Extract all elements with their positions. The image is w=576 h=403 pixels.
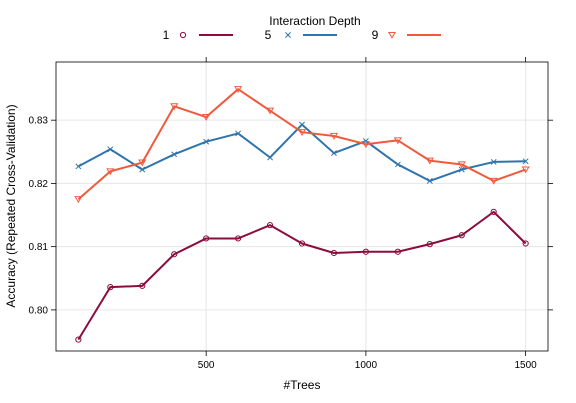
y-tick-label: 0.80 bbox=[29, 305, 49, 316]
data-point-depth-5-stroke-b bbox=[426, 177, 433, 184]
data-point-depth-1 bbox=[522, 240, 529, 247]
data-point-depth-9 bbox=[170, 103, 179, 111]
data-point-depth-1 bbox=[362, 248, 369, 255]
data-point-depth-9 bbox=[425, 157, 434, 165]
data-point-depth-5-stroke-b bbox=[522, 158, 529, 165]
data-point-depth-1 bbox=[330, 249, 338, 257]
data-point-depth-5-stroke-b bbox=[203, 138, 210, 145]
y-tick-label: 0.81 bbox=[29, 242, 49, 253]
legend-item-depth-9: 9 bbox=[372, 28, 441, 42]
data-point-depth-5 bbox=[522, 158, 529, 165]
data-point-depth-5-stroke-b bbox=[171, 151, 178, 158]
data-point-depth-1 bbox=[75, 336, 82, 343]
data-point-depth-1 bbox=[394, 248, 401, 255]
data-point-depth-9 bbox=[202, 113, 211, 121]
series-depth-5 bbox=[75, 121, 529, 184]
x-axis-label: #Trees bbox=[284, 378, 321, 392]
data-point-depth-5 bbox=[490, 158, 497, 165]
y-axis-label: Accuracy (Repeated Cross-Validation) bbox=[4, 104, 18, 307]
data-point-depth-5 bbox=[458, 166, 465, 173]
data-point-depth-5-stroke-b bbox=[235, 130, 242, 137]
data-point-depth-9 bbox=[457, 161, 466, 169]
data-point-depth-9 bbox=[521, 166, 530, 174]
series-depth-9 bbox=[74, 86, 530, 204]
data-point-depth-5-stroke-b bbox=[267, 154, 274, 161]
data-point-depth-5 bbox=[235, 130, 242, 137]
data-point-depth-9 bbox=[297, 129, 307, 137]
grid-layer bbox=[56, 62, 548, 351]
axis-layer: 500 1000 1500 0.80 0.81 0.82 0.83 bbox=[29, 57, 553, 371]
legend-item-depth-5: 5 bbox=[265, 28, 337, 42]
data-point-depth-5 bbox=[267, 154, 274, 161]
x-tick-label: 500 bbox=[198, 360, 215, 371]
data-point-depth-1 bbox=[298, 240, 306, 247]
data-point-depth-1 bbox=[266, 222, 274, 229]
series-line-depth-1 bbox=[77, 210, 527, 341]
data-point-depth-9 bbox=[106, 168, 115, 176]
data-point-depth-9 bbox=[234, 86, 243, 94]
data-point-depth-5 bbox=[299, 121, 305, 128]
data-point-depth-5-stroke-b bbox=[107, 146, 114, 153]
series-layer bbox=[74, 86, 530, 343]
data-point-depth-5 bbox=[394, 161, 401, 168]
data-point-depth-5 bbox=[171, 151, 178, 158]
data-point-depth-9 bbox=[265, 107, 275, 115]
data-point-depth-5 bbox=[203, 138, 210, 145]
data-point-depth-5 bbox=[139, 166, 146, 173]
series-line-depth-9 bbox=[77, 88, 526, 200]
data-point-depth-1 bbox=[458, 232, 465, 239]
legend: Interaction Depth 1 5 9 bbox=[163, 14, 441, 42]
data-point-depth-1 bbox=[235, 235, 242, 242]
data-point-depth-5-stroke-b bbox=[139, 166, 146, 173]
legend-marker-icon-stroke-b bbox=[285, 32, 291, 38]
data-point-depth-1 bbox=[171, 251, 178, 258]
legend-marker-icon bbox=[387, 31, 397, 39]
data-point-depth-1 bbox=[203, 235, 210, 242]
data-point-depth-5-stroke-b bbox=[394, 161, 401, 168]
legend-item-depth-1: 1 bbox=[163, 28, 233, 42]
data-point-depth-5 bbox=[75, 163, 82, 170]
data-point-depth-5-stroke-b bbox=[75, 163, 82, 170]
legend-label: 9 bbox=[372, 28, 379, 42]
data-point-depth-1 bbox=[426, 241, 433, 248]
data-point-depth-1 bbox=[107, 284, 114, 291]
x-tick-label: 1500 bbox=[515, 360, 538, 371]
data-point-depth-9 bbox=[74, 196, 83, 204]
data-point-depth-5-stroke-b bbox=[299, 121, 305, 128]
data-point-depth-5 bbox=[107, 146, 114, 153]
legend-marker-icon bbox=[285, 32, 291, 38]
data-point-depth-1 bbox=[490, 208, 497, 215]
data-point-depth-9 bbox=[393, 137, 402, 145]
plot-panel-border bbox=[55, 61, 549, 352]
y-tick-label: 0.83 bbox=[29, 116, 49, 127]
series-depth-1 bbox=[75, 208, 529, 343]
data-point-depth-5-stroke-b bbox=[458, 166, 465, 173]
data-point-depth-5 bbox=[330, 150, 337, 157]
data-point-depth-9 bbox=[489, 177, 498, 185]
legend-marker-icon bbox=[179, 31, 187, 39]
legend-title: Interaction Depth bbox=[269, 14, 360, 28]
x-tick-label: 1000 bbox=[355, 360, 378, 371]
y-tick-label: 0.82 bbox=[29, 179, 49, 190]
data-point-depth-9 bbox=[329, 132, 339, 140]
data-point-depth-5-stroke-b bbox=[490, 158, 497, 165]
data-point-depth-5-stroke-b bbox=[330, 150, 337, 157]
legend-label: 5 bbox=[265, 28, 272, 42]
data-point-depth-9 bbox=[361, 141, 370, 149]
data-point-depth-1 bbox=[139, 282, 146, 289]
data-point-depth-9 bbox=[138, 159, 147, 167]
data-point-depth-5 bbox=[426, 177, 433, 184]
legend-label: 1 bbox=[163, 28, 170, 42]
